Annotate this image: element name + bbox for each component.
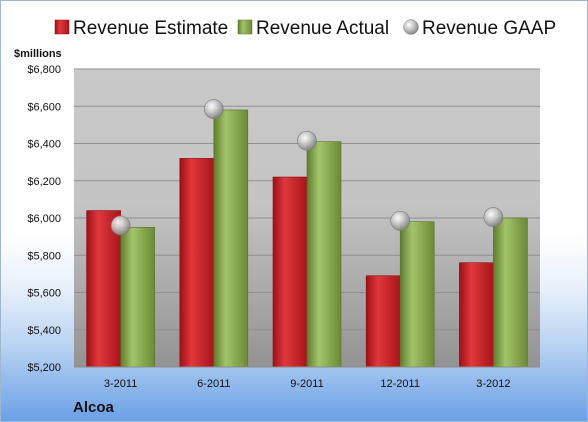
y-unit-label: $millions xyxy=(14,48,62,60)
y-tick-label: $5,200 xyxy=(27,362,61,374)
bar-revenue-actual xyxy=(213,109,249,368)
company-label: Alcoa xyxy=(73,399,114,416)
legend-item-revenue-gaap: Revenue GAAP xyxy=(403,18,556,39)
y-tick-label: $6,200 xyxy=(27,176,61,188)
legend-label-revenue-actual: Revenue Actual xyxy=(256,18,389,39)
y-tick-label: $6,000 xyxy=(27,213,61,225)
y-axis-ticks: $5,200 $5,400 $5,600 $5,800 $6,000 $6,200 $6,4… xyxy=(27,64,61,374)
bar-revenue-estimate xyxy=(179,158,215,368)
bar-revenue-actual xyxy=(306,141,342,368)
bar-revenue-actual xyxy=(399,221,435,368)
y-tick-label: $6,600 xyxy=(27,101,61,113)
x-tick-label: 3-2011 xyxy=(104,378,137,390)
y-tick-label: $5,800 xyxy=(27,250,61,262)
legend-swatch-revenue-actual xyxy=(237,19,253,35)
y-tick-label: $6,800 xyxy=(27,64,61,76)
legend-swatch-revenue-estimate xyxy=(54,19,70,35)
legend-label-revenue-gaap: Revenue GAAP xyxy=(422,18,556,39)
x-tick-label: 9-2011 xyxy=(290,378,323,390)
x-tick-label: 6-2011 xyxy=(197,378,230,390)
y-tick-label: $6,400 xyxy=(27,139,61,151)
marker-revenue-gaap xyxy=(483,207,504,227)
legend-item-revenue-actual: Revenue Actual xyxy=(237,18,389,39)
marker-revenue-gaap xyxy=(297,130,317,151)
x-axis-ticks: 3-2011 6-2011 9-2011 12-2011 3-2012 xyxy=(104,378,511,390)
marker-revenue-gaap xyxy=(110,215,131,236)
marker-revenue-gaap xyxy=(390,210,411,231)
x-tick-label: 12-2011 xyxy=(380,378,420,390)
x-tick-label: 3-2012 xyxy=(476,378,510,390)
legend: Revenue Estimate Revenue Actual Revenue … xyxy=(54,18,556,39)
y-tick-label: $5,400 xyxy=(27,325,61,337)
bars xyxy=(86,109,528,368)
bar-revenue-estimate xyxy=(459,262,494,368)
bar-revenue-actual xyxy=(120,227,155,368)
gaap-markers xyxy=(110,99,504,236)
bar-revenue-estimate xyxy=(365,275,401,368)
bar-revenue-estimate xyxy=(272,176,308,368)
bar-revenue-estimate xyxy=(86,210,121,368)
y-tick-label: $5,600 xyxy=(27,288,61,300)
marker-revenue-gaap xyxy=(204,99,224,119)
legend-label-revenue-estimate: Revenue Estimate xyxy=(73,18,228,39)
legend-item-revenue-estimate: Revenue Estimate xyxy=(54,18,228,39)
bar-revenue-actual xyxy=(493,217,528,368)
legend-swatch-revenue-gaap xyxy=(403,19,419,35)
